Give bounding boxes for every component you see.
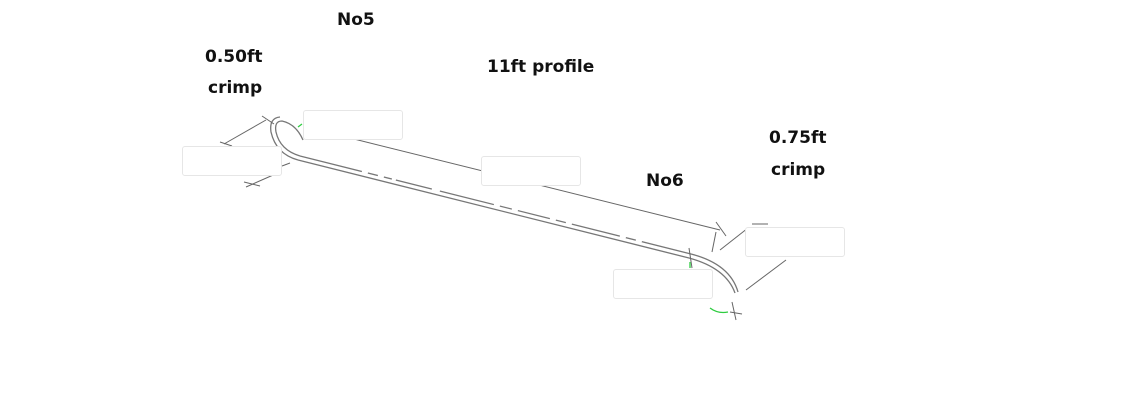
profile-label: 11ft profile [487,57,595,77]
left-crimp-input[interactable] [182,146,282,176]
bar-break-marks [361,169,643,243]
no5-label: No5 [337,10,375,30]
left-length-label: 0.50ft [205,47,263,67]
profile-input[interactable] [481,156,581,186]
bar-profile [270,116,739,294]
right-crimp-input[interactable] [745,227,845,257]
left-type-label: crimp [208,78,263,98]
no6-label: No6 [646,171,684,191]
right-type-label: crimp [771,160,826,180]
no5-input[interactable] [303,110,403,140]
no6-input[interactable] [613,269,713,299]
bend-markers [297,123,729,314]
right-length-label: 0.75ft [769,128,827,148]
